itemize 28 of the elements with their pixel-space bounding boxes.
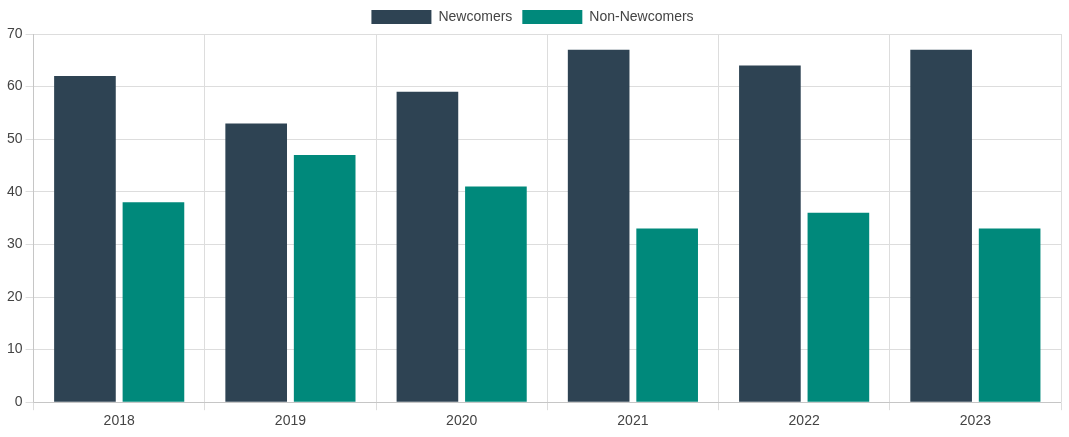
x-tick-label: 2022 xyxy=(788,412,820,429)
bar xyxy=(567,49,630,402)
bar xyxy=(54,76,116,402)
x-tick-label: 2018 xyxy=(103,412,135,429)
bar xyxy=(807,212,870,402)
x-tick-label: 2019 xyxy=(274,412,307,429)
bar xyxy=(122,202,185,402)
y-tick-label: 60 xyxy=(6,77,23,94)
x-tick-label: 2020 xyxy=(446,412,478,429)
bar xyxy=(636,228,698,402)
y-tick-label: 0 xyxy=(14,393,23,410)
y-tick-label: 10 xyxy=(6,340,23,357)
y-tick-label: 70 xyxy=(6,24,23,41)
bar xyxy=(910,49,972,402)
x-tick-label: 2021 xyxy=(617,412,649,429)
bar xyxy=(396,91,459,402)
y-tick-label: 30 xyxy=(6,235,23,252)
bar xyxy=(739,65,801,402)
bar xyxy=(293,154,356,402)
bar xyxy=(465,186,527,402)
y-tick-label: 20 xyxy=(6,287,23,304)
legend-label: Non-Newcomers xyxy=(589,7,694,24)
y-tick-label: 40 xyxy=(6,182,23,199)
bar xyxy=(978,228,1041,402)
legend-label: Newcomers xyxy=(438,7,513,24)
bar xyxy=(225,123,287,402)
y-tick-label: 50 xyxy=(6,130,23,147)
x-tick-label: 2023 xyxy=(959,412,992,429)
